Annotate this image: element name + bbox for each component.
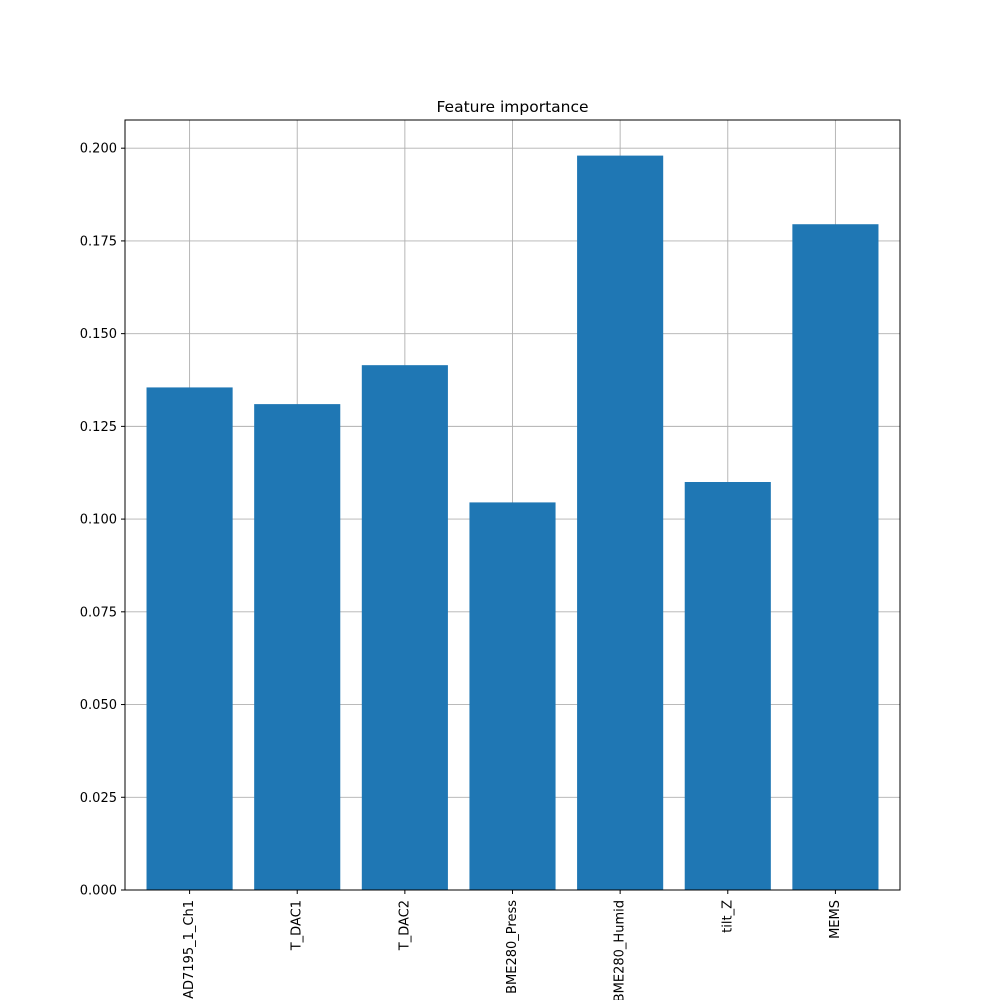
bar-ad7195-1-ch1: [146, 387, 233, 890]
x-tick-label: MEMS: [828, 900, 843, 939]
tick-marks: [121, 147, 836, 894]
bar-bme280-press: [469, 502, 556, 890]
bar-bme280-humid: [577, 155, 664, 890]
y-tick-label: 0.075: [80, 605, 117, 620]
x-tick-label: tilt_Z: [720, 900, 735, 933]
bar-tilt-z: [684, 482, 771, 890]
bars: [146, 155, 879, 890]
x-tick-label: AD7195_1_Ch1: [182, 900, 197, 999]
y-tick-label: 0.050: [80, 698, 117, 713]
bar-t-dac2: [361, 365, 448, 890]
y-tick-label: 0.000: [80, 884, 117, 899]
x-tick-label: T_DAC1: [290, 900, 305, 951]
x-tick-labels: AD7195_1_Ch1 T_DAC1 T_DAC2 BME280_Press BME2…: [182, 900, 843, 1000]
x-tick-label: BME280_Press: [505, 900, 520, 994]
y-tick-label: 0.125: [80, 420, 117, 435]
y-tick-label: 0.200: [80, 142, 117, 157]
y-tick-label: 0.025: [80, 791, 117, 806]
bar-t-dac1: [254, 404, 341, 890]
y-tick-label: 0.150: [80, 327, 117, 342]
y-tick-label: 0.175: [80, 234, 117, 249]
bar-mems: [792, 224, 879, 890]
y-tick-labels: 0.000 0.025 0.050 0.075 0.100 0.125 0.150 0.175…: [80, 142, 117, 899]
x-tick-label: T_DAC2: [397, 900, 412, 951]
y-tick-label: 0.100: [80, 513, 117, 528]
chart-title: Feature importance: [436, 98, 588, 116]
x-tick-label: BME280_Humid: [613, 900, 628, 1000]
